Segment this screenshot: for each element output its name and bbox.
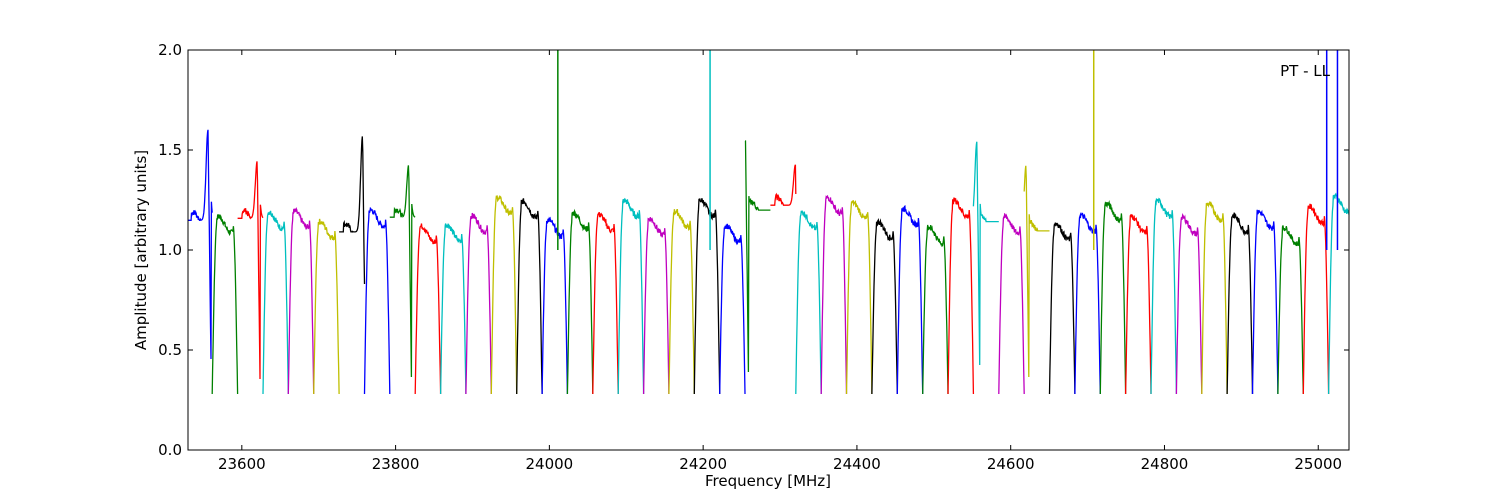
y-axis-label: Amplitude [arbitrary units]	[132, 150, 150, 350]
series-line-channel-26	[820, 194, 848, 395]
series-line-channel-29	[896, 204, 924, 395]
x-axis-label: Frequency [MHz]	[705, 472, 831, 490]
series-line-channel-46	[1327, 192, 1349, 395]
series-line-channel-17	[592, 211, 619, 395]
series-line-channel-6	[313, 218, 340, 395]
series-line-channel-20	[668, 208, 695, 395]
series-line-channel-41	[1201, 200, 1228, 395]
series-line-channel-43	[1251, 209, 1279, 395]
series-line-channel-32	[972, 141, 999, 366]
series-line-channel-45	[1302, 203, 1330, 395]
series-line-channel-28	[871, 218, 898, 395]
x-tick-label: 24800	[1141, 455, 1189, 473]
series-line-channel-22	[719, 223, 746, 395]
x-tick-label: 23800	[372, 455, 420, 473]
series-line-channel-16	[566, 208, 594, 395]
series-line-channel-8	[363, 206, 391, 395]
series-line-channel-9	[389, 165, 416, 378]
series-line-channel-27	[845, 200, 873, 395]
annotation-label: PT - LL	[1280, 62, 1331, 80]
series-line-channel-1	[188, 129, 213, 360]
series-line-channel-13	[490, 194, 518, 395]
series-line-channel-31	[947, 197, 975, 395]
x-tick-label: 23600	[218, 455, 266, 473]
plot-area	[188, 50, 1349, 450]
x-tick-label: 24600	[987, 455, 1035, 473]
series-line-channel-36	[1074, 212, 1101, 395]
series-line-channel-25	[795, 210, 822, 395]
series-line-channel-11	[439, 223, 467, 395]
series-line-channel-2	[211, 213, 239, 395]
y-tick-label: 0.0	[158, 441, 182, 459]
series-line-channel-4	[262, 210, 289, 395]
series-line-channel-18	[617, 197, 645, 395]
ticks-layer: 23600 23800 24000 24200 24400 24600 24800 25000…	[158, 41, 1349, 473]
series-layer	[188, 50, 1349, 395]
series-line-channel-30	[922, 224, 949, 395]
series-line-channel-35	[1048, 222, 1076, 395]
series-line-channel-40	[1175, 212, 1203, 395]
series-line-channel-37	[1099, 200, 1127, 395]
x-tick-label: 24000	[526, 455, 574, 473]
x-tick-label: 25000	[1294, 455, 1342, 473]
series-line-channel-5	[287, 206, 315, 395]
x-tick-label: 24400	[833, 455, 881, 473]
series-line-channel-14	[516, 198, 543, 395]
series-line-channel-21	[693, 198, 721, 395]
series-line-channel-24	[770, 164, 797, 206]
series-line-channel-12	[465, 212, 492, 395]
y-tick-label: 1.0	[158, 241, 182, 259]
series-line-channel-15	[541, 216, 569, 395]
series-line-channel-33	[998, 212, 1025, 395]
series-line-channel-7	[339, 136, 366, 285]
series-line-channel-19	[642, 217, 670, 395]
series-line-channel-3	[237, 161, 264, 380]
y-tick-label: 1.5	[158, 141, 182, 159]
series-line-channel-39	[1150, 197, 1178, 395]
series-line-channel-44	[1277, 225, 1304, 395]
y-tick-label: 2.0	[158, 41, 182, 59]
y-tick-label: 0.5	[158, 341, 182, 359]
series-line-channel-38	[1124, 213, 1152, 395]
x-tick-label: 24200	[679, 455, 727, 473]
series-line-channel-23	[744, 140, 771, 373]
series-line-channel-34	[1023, 165, 1050, 378]
series-line-channel-42	[1226, 212, 1254, 395]
series-line-channel-10	[414, 223, 442, 395]
